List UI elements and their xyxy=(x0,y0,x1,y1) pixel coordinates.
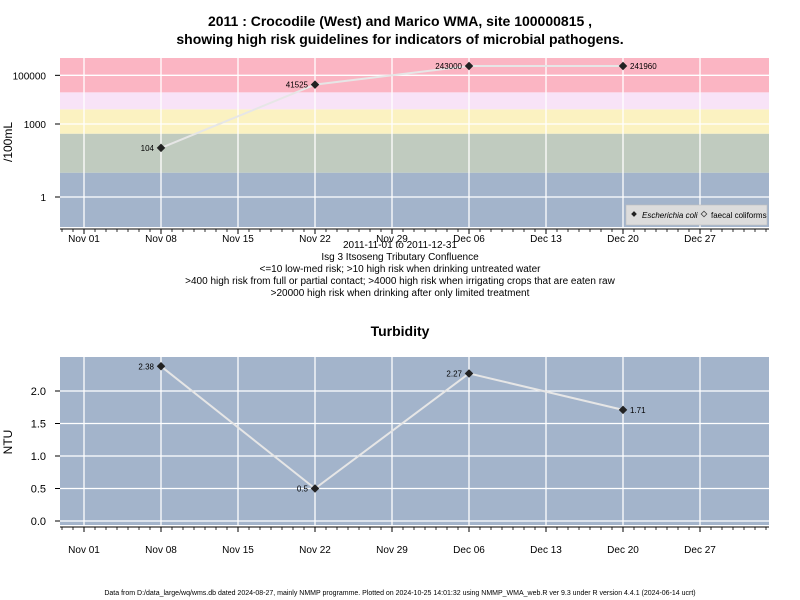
ecoli-data-point xyxy=(310,80,320,89)
turbidity-data-point xyxy=(310,484,320,493)
ecoli-data-label: 41525 xyxy=(286,81,309,90)
ecoli-y-tick-label: 1 xyxy=(40,193,46,204)
turbidity-x-tick-label: Nov 01 xyxy=(68,545,100,556)
turbidity-x-tick-label: Nov 22 xyxy=(299,545,331,556)
risk-band-400 xyxy=(60,109,769,134)
turbidity-series-line xyxy=(160,365,624,490)
ecoli-series-line xyxy=(160,64,624,149)
legend-marker-faecal-coliforms xyxy=(700,210,708,218)
turbidity-data-point xyxy=(464,369,474,378)
date-range-caption: 2011-11-01 to 2011-12-31 xyxy=(343,240,457,251)
ecoli-y-tick-label: 100000 xyxy=(13,71,47,82)
ecoli-data-label: 243000 xyxy=(435,62,462,71)
risk-band-10 xyxy=(60,133,769,173)
site-name-caption: Isg 3 Itsoseng Tributary Confluence xyxy=(321,252,479,263)
turbidity-y-axis-label: NTU xyxy=(1,430,15,455)
risk-band-4000 xyxy=(60,92,769,110)
turbidity-y-tick-label: 2.0 xyxy=(31,386,46,398)
ecoli-x-tick-label: Dec 06 xyxy=(453,234,485,245)
turbidity-y-tick-label: 1.0 xyxy=(31,451,46,463)
legend-label-escherichia-coli: Escherichia coli xyxy=(642,211,698,220)
ecoli-x-tick-label: Nov 29 xyxy=(376,234,408,245)
risk-guideline-caption-1: <=10 low-med risk; >10 high risk when dr… xyxy=(259,264,541,275)
turbidity-x-tick-label: Dec 06 xyxy=(453,545,485,556)
ecoli-x-tick-label: Nov 22 xyxy=(299,234,331,245)
risk-guideline-caption-3: >20000 high risk when drinking after onl… xyxy=(270,288,530,299)
turbidity-x-tick-label: Nov 08 xyxy=(145,545,177,556)
turbidity-x-tick-label: Nov 15 xyxy=(222,545,254,556)
turbidity-y-tick-label: 0.0 xyxy=(31,516,46,528)
ecoli-x-tick-label: Nov 01 xyxy=(68,234,100,245)
ecoli-y-tick-label: 1000 xyxy=(24,120,47,131)
ecoli-x-tick-label: Nov 08 xyxy=(145,234,177,245)
ecoli-data-label: 104 xyxy=(141,144,155,153)
ecoli-data-point xyxy=(464,61,474,71)
risk-guideline-caption-2: >400 high risk from full or partial cont… xyxy=(185,276,615,287)
data-source-footer: Data from D:/data_large/wq/wms.db dated … xyxy=(104,590,696,597)
ecoli-x-tick-label: Dec 20 xyxy=(607,234,639,245)
ecoli-x-tick-label: Dec 13 xyxy=(530,234,562,245)
turbidity-data-label: 2.27 xyxy=(446,369,462,378)
legend-box xyxy=(625,204,768,226)
turbidity-x-tick-label: Dec 27 xyxy=(684,545,716,556)
turbidity-y-tick-label: 1.5 xyxy=(31,419,46,431)
ecoli-x-tick-label: Dec 27 xyxy=(684,234,716,245)
turbidity-x-tick-label: Dec 20 xyxy=(607,545,639,556)
ecoli-data-point xyxy=(156,143,166,153)
turbidity-data-label: 0.5 xyxy=(297,485,309,494)
turbidity-y-tick-label: 0.5 xyxy=(31,484,46,496)
turbidity-title: Turbidity xyxy=(371,323,430,339)
turbidity-x-tick-label: Nov 29 xyxy=(376,545,408,556)
chart-title-line-2: showing high risk guidelines for indicat… xyxy=(176,31,624,47)
chart-title-line-1: 2011 : Crocodile (West) and Marico WMA, … xyxy=(207,13,593,29)
turbidity-plot-background xyxy=(60,357,769,525)
ecoli-data-label: 241960 xyxy=(630,62,657,71)
turbidity-data-label: 2.38 xyxy=(138,362,154,371)
ecoli-y-axis-label: /100mL xyxy=(1,122,15,162)
legend-marker-escherichia-coli xyxy=(631,211,637,217)
turbidity-x-tick-label: Dec 13 xyxy=(530,545,562,556)
ecoli-x-tick-label: Nov 15 xyxy=(222,234,254,245)
turbidity-data-label: 1.71 xyxy=(630,406,646,415)
turbidity-data-point xyxy=(156,362,166,371)
turbidity-data-point xyxy=(618,405,628,415)
legend-label-faecal-coliforms: faecal coliforms xyxy=(711,211,767,220)
